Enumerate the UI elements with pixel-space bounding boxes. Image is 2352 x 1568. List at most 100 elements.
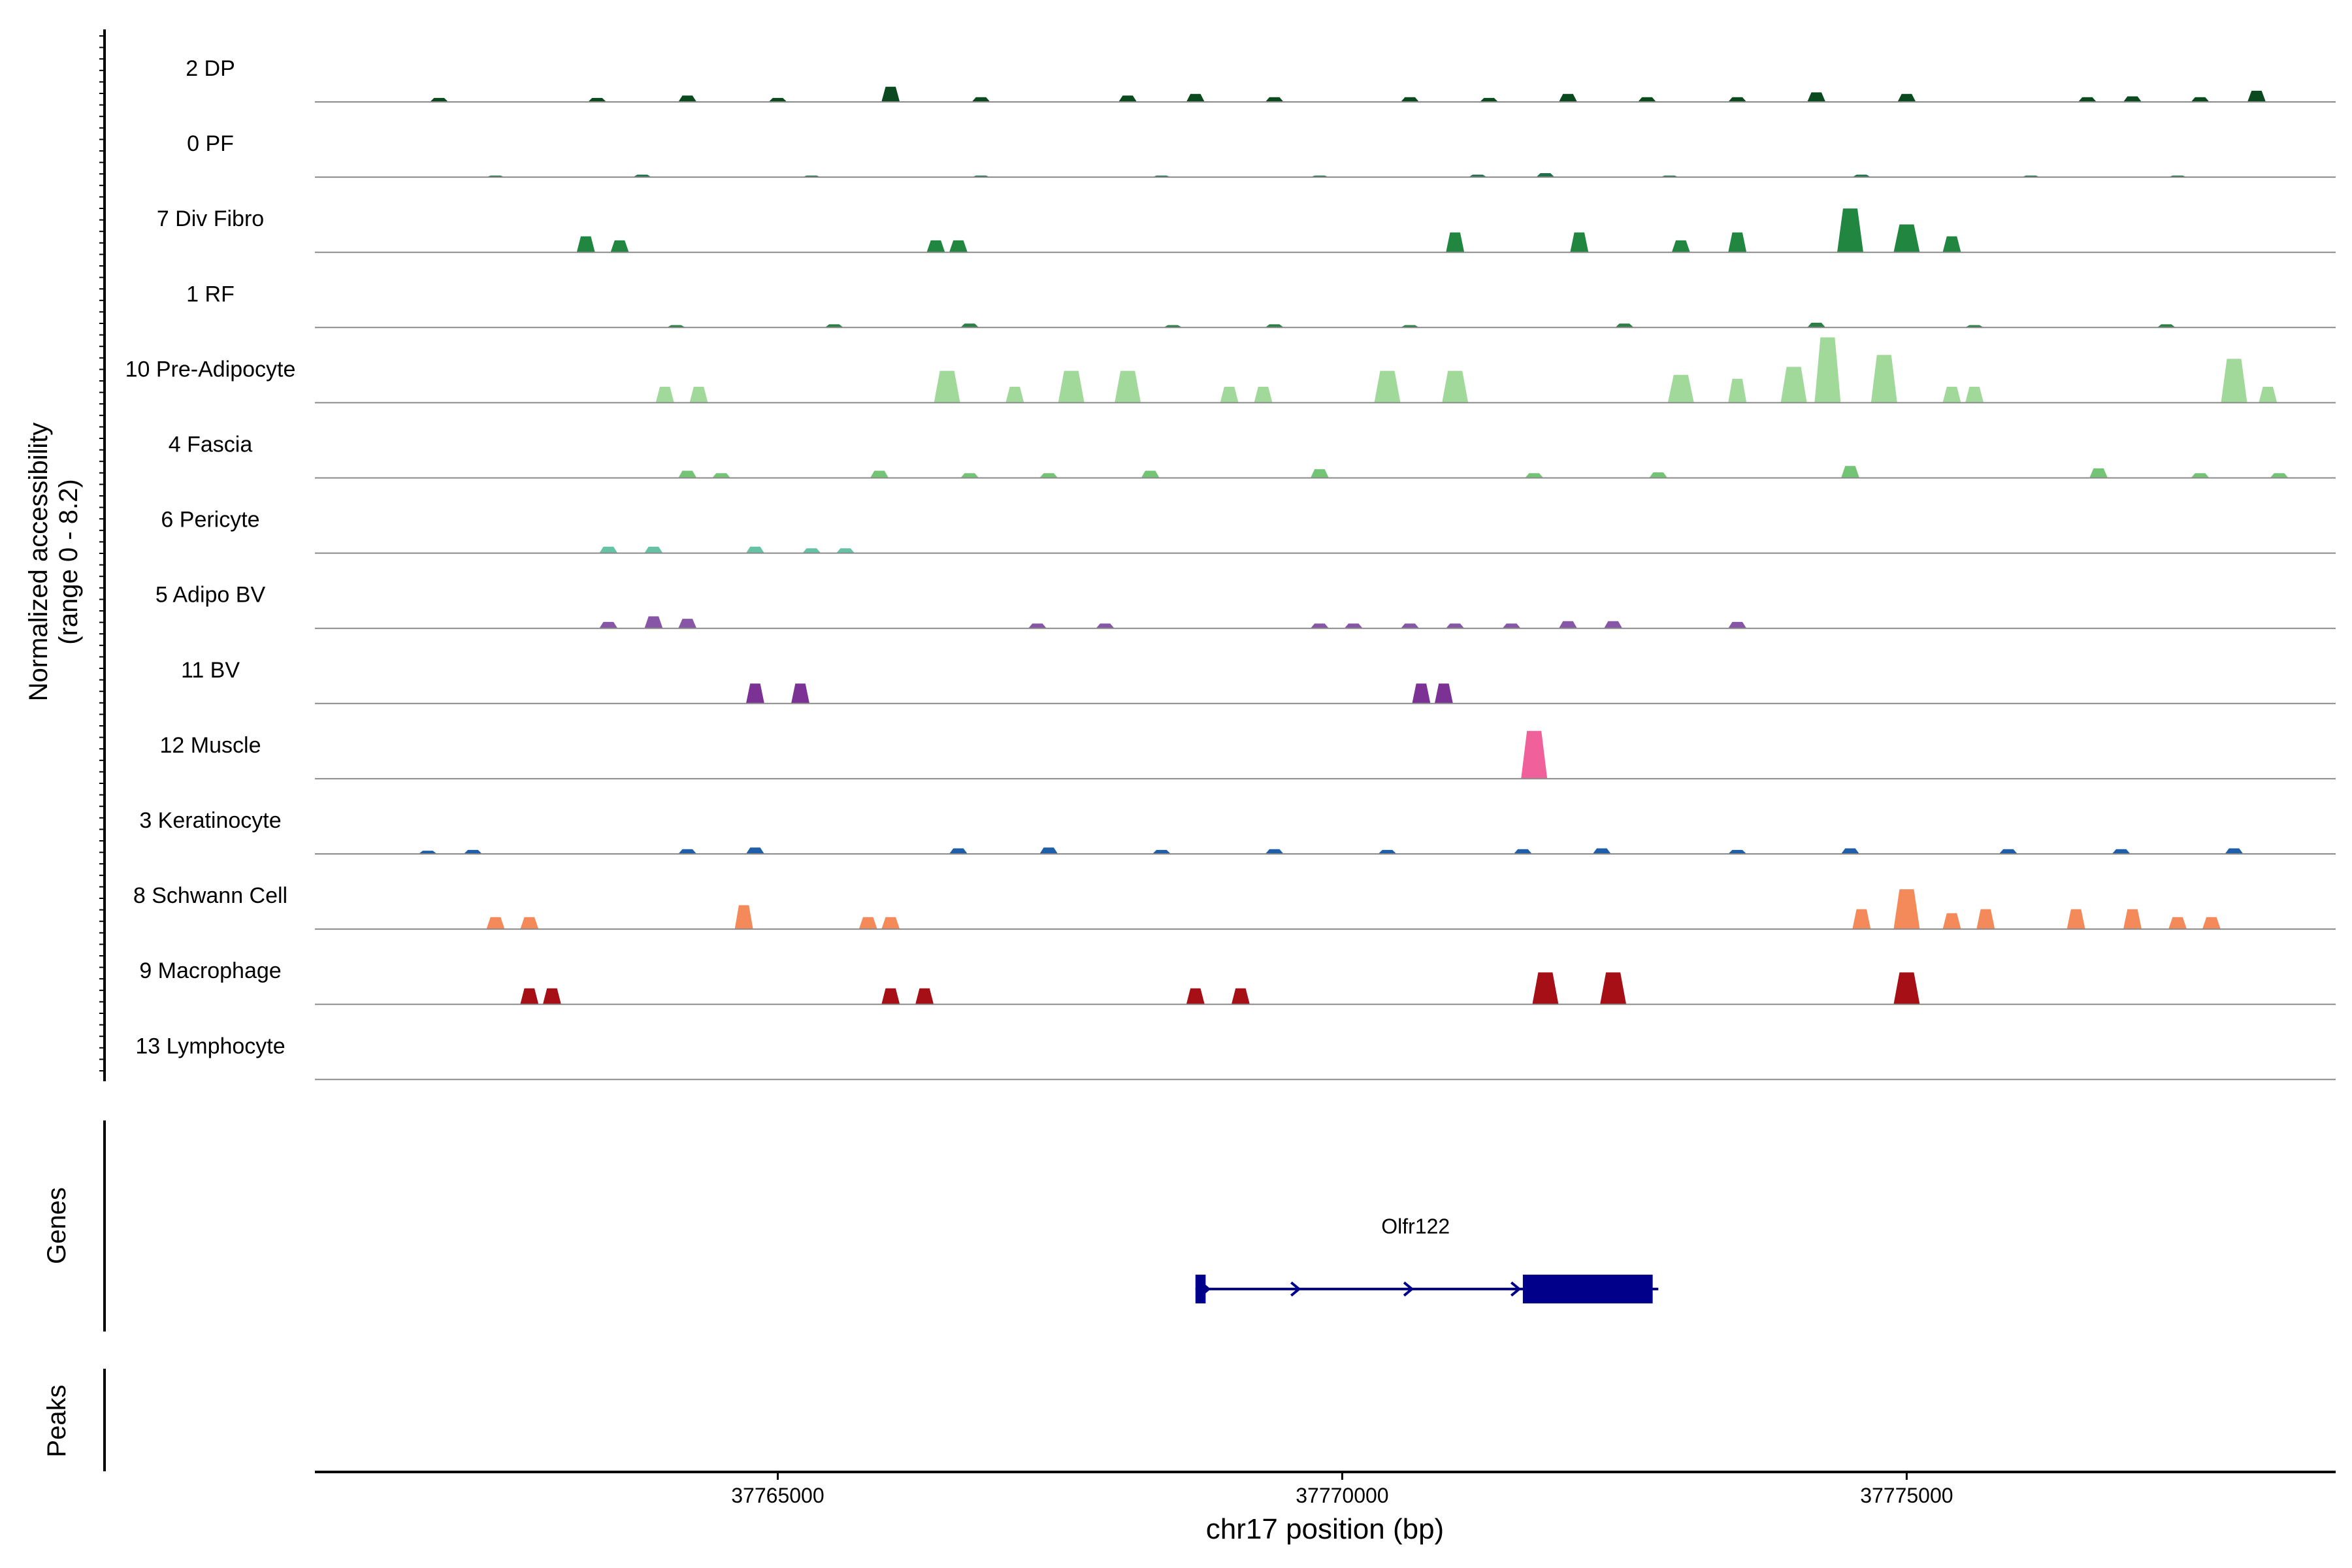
coverage-peak [1999,849,2017,854]
coverage-peak [1521,730,1548,779]
coverage-peak [1310,623,1329,629]
coverage-peak [1942,236,1961,253]
coverage-peak [1592,848,1611,854]
coverage-peak [791,683,809,704]
coverage-y-axis-label: Normalized accessibility [24,423,53,702]
coverage-peak [678,470,697,478]
track-1-rf: 1 RF [186,282,2336,329]
coverage-peak [1667,374,1694,403]
coverage-peak [745,546,764,553]
coverage-peak [689,387,708,403]
coverage-peak [949,240,968,253]
genes-axis-label: Genes [42,1187,71,1264]
coverage-peak [2270,473,2289,478]
coverage-peak [1852,909,1871,930]
coverage-peak [644,616,663,629]
coverage-peak [486,917,505,930]
track-label: 1 RF [186,282,235,306]
coverage-peak [1807,92,1826,102]
coverage-peak [1231,988,1250,1005]
track-13-lymphocyte: 13 Lymphocyte [135,1034,2336,1081]
track-label: 5 Adipo BV [155,583,266,608]
track-label: 2 DP [186,56,235,81]
coverage-peak [734,905,753,930]
coverage-peak [1141,470,1160,478]
coverage-peak [802,548,821,553]
coverage-peak [1559,93,1577,102]
track-9-macrophage: 9 Macrophage [139,958,2336,1005]
coverage-peak [1728,232,1747,253]
coverage-peak [745,683,764,704]
coverage-peak [2089,468,2108,478]
coverage-peak [2247,90,2266,102]
x-axis: 37765000 37770000 37775000 [315,1471,2336,1507]
coverage-peak [1265,97,1284,102]
track-2-dp: 2 DP [186,56,2336,103]
coverage-peak [588,97,606,102]
coverage-peak [1897,93,1916,102]
track-11-bv: 11 BV [181,658,2336,704]
coverage-peak [881,988,900,1005]
gene-exon [1522,1275,1653,1303]
track-6-pericyte: 6 Pericyte [161,508,2336,554]
coverage-peak [2225,848,2244,854]
coverage-peak [1893,889,1920,930]
coverage-peak [1870,355,1897,403]
coverage-peak [1265,849,1284,854]
coverage-peak [934,370,960,403]
gene-exon [1195,1275,1206,1303]
coverage-peak [1446,623,1465,629]
coverage-peak [576,236,595,253]
x-tick-label: 37765000 [731,1484,824,1507]
coverage-peak [881,86,900,102]
coverage-peak [678,95,697,102]
coverage-peak [1028,623,1047,629]
coverage-peak [1152,849,1171,854]
coverage-peak [1841,848,1859,854]
coverage-peak [712,473,731,478]
coverage-peak [1638,97,1656,102]
coverage-peak [2123,909,2142,930]
track-4-fascia: 4 Fascia [169,433,2336,479]
coverage-peak [1513,849,1532,854]
coverage-peak [678,619,697,629]
coverage-peak [1965,387,1984,403]
coverage-peak [1344,623,1363,629]
track-label: 13 Lymphocyte [135,1034,285,1058]
gene-model-olfr122: Olfr122 [1195,1215,1659,1303]
coverage-peak [610,240,629,253]
coverage-peak [1265,324,1284,328]
strand-arrow-icon [1510,1281,1522,1297]
coverage-peak [1615,323,1634,328]
coverage-peak [644,546,663,553]
coverage-peak [1532,972,1559,1005]
coverage-peak [1893,972,1920,1005]
coverage-peak [1649,472,1668,478]
track-12-muscle: 12 Muscle [160,730,2336,779]
peaks-axis-label: Peaks [42,1384,71,1457]
coverage-peak [1814,337,1841,403]
coverage-peak [870,470,889,478]
track-label: 7 Div Fibro [157,206,264,231]
coverage-peak [972,97,990,102]
coverage-peak [1119,95,1137,102]
coverage-peak [418,851,437,854]
coverage-peak [2168,917,2187,930]
coverage-peak [520,917,539,930]
coverage-peak [1570,232,1589,253]
coverage-peak [520,988,539,1005]
track-7-div-fibro: 7 Div Fibro [157,206,2336,253]
gene-name-label: Olfr122 [1381,1215,1450,1238]
coverage-y-axis [99,29,106,1081]
strand-arrow-icon [1290,1281,1301,1297]
coverage-peak [1976,909,1995,930]
peaks-panel: Peaks [42,1369,106,1471]
coverage-peak [915,988,934,1005]
x-axis-label: chr17 position (bp) [1206,1513,1444,1545]
coverage-peak [1502,623,1521,629]
coverage-peak [1480,97,1499,102]
coverage-peak [745,847,764,854]
coverage-peak [1536,173,1555,178]
coverage-peak [2191,473,2210,478]
